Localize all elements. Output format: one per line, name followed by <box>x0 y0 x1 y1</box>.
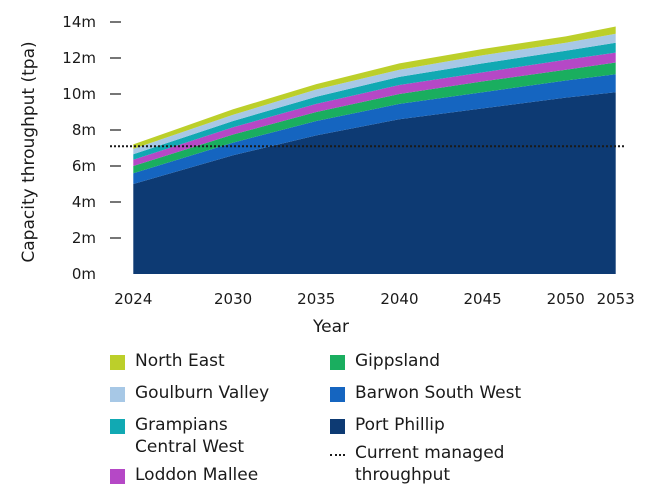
legend-item-barwon-south-west: Barwon South West <box>330 382 521 404</box>
area-port-phillip <box>133 92 616 274</box>
x-axis: 2024 2030 2035 2040 2045 2050 2053 <box>114 290 635 308</box>
x-tick-label: 2050 <box>547 290 585 308</box>
area-goulburn-valley <box>133 33 616 155</box>
legend-swatch <box>330 387 345 402</box>
y-tick-label: 6m <box>72 157 96 175</box>
area-grampians-central-west <box>133 42 616 160</box>
legend-swatch <box>330 419 345 434</box>
legend-item-north-east: North East <box>110 350 225 372</box>
y-axis-title: Capacity throughput (tpa) <box>19 41 39 262</box>
stacked-areas <box>133 26 616 274</box>
legend-item-loddon-mallee: Loddon Mallee <box>110 464 258 486</box>
y-tick-label: 2m <box>72 229 96 247</box>
x-axis-title: Year <box>312 317 349 337</box>
legend-swatch <box>110 469 125 484</box>
x-tick-label: 2024 <box>114 290 152 308</box>
legend-label: Barwon South West <box>355 383 522 403</box>
legend-label: Goulburn Valley <box>135 383 270 403</box>
legend-item-goulburn-valley: Goulburn Valley <box>110 382 269 404</box>
y-tick-label: 4m <box>72 193 96 211</box>
x-tick-label: 2040 <box>380 290 418 308</box>
legend-label: Grampians Central West <box>135 415 245 457</box>
area-loddon-mallee <box>133 52 616 166</box>
legend-swatch <box>110 387 125 402</box>
chart: 0m 2m 4m 6m 8m 10m 12m 14m 2024 2030 2035 2040 2045… <box>19 13 635 337</box>
legend-item-port-phillip: Port Phillip <box>330 414 445 436</box>
area-gippsland <box>133 62 616 174</box>
legend-item-grampians-central-west: Grampians Central West <box>110 414 280 458</box>
legend-swatch <box>110 355 125 370</box>
y-tick-label: 10m <box>62 85 96 103</box>
legend-dotted-line-icon <box>330 454 345 456</box>
y-tick-label: 14m <box>62 13 96 31</box>
x-tick-label: 2053 <box>597 290 635 308</box>
legend-label: Current managed throughput <box>355 443 505 485</box>
legend-swatch <box>330 355 345 370</box>
x-tick-label: 2035 <box>297 290 335 308</box>
area-north-east <box>133 26 616 149</box>
x-tick-label: 2045 <box>464 290 502 308</box>
legend-label: North East <box>135 351 225 371</box>
legend-swatch <box>110 419 125 434</box>
legend-item-current-managed-throughput: Current managed throughput <box>330 442 550 486</box>
legend-label: Gippsland <box>355 351 441 371</box>
legend-label: Loddon Mallee <box>135 465 259 485</box>
legend-item-gippsland: Gippsland <box>330 350 440 372</box>
y-tick-label: 8m <box>72 121 96 139</box>
area-barwon-south-west <box>133 74 616 184</box>
y-axis: 0m 2m 4m 6m 8m 10m 12m 14m <box>62 13 121 283</box>
x-tick-label: 2030 <box>214 290 252 308</box>
legend-label: Port Phillip <box>355 415 445 435</box>
y-tick-label: 0m <box>72 265 96 283</box>
y-tick-label: 12m <box>62 49 96 67</box>
